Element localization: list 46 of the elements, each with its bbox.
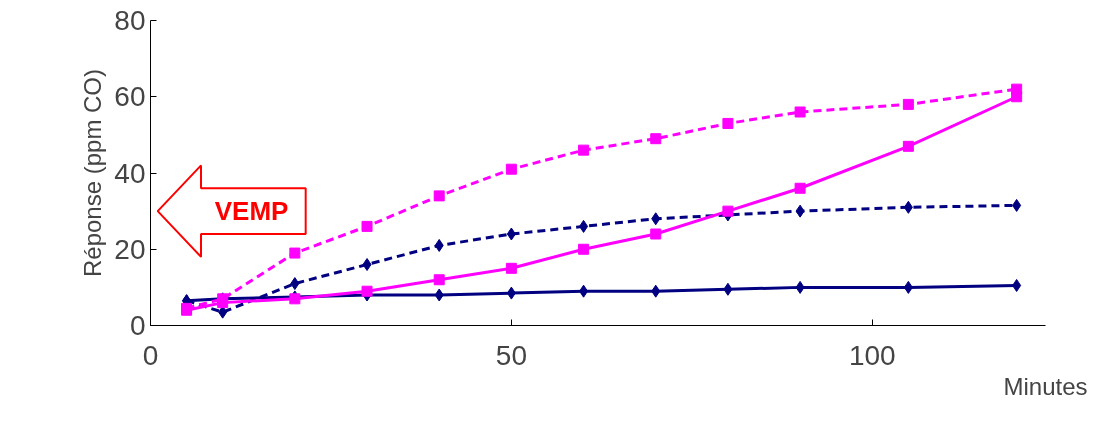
point <box>505 163 517 175</box>
point <box>578 144 590 156</box>
point <box>650 228 662 240</box>
point <box>1012 198 1022 212</box>
y-tick-label: 80 <box>114 5 146 36</box>
point <box>794 182 806 194</box>
point <box>902 98 914 110</box>
point <box>722 205 734 217</box>
point <box>795 204 805 218</box>
point <box>650 133 662 145</box>
point <box>361 285 373 297</box>
point <box>434 288 444 302</box>
point <box>433 274 445 286</box>
point <box>722 117 734 129</box>
point <box>794 106 806 118</box>
point <box>434 238 444 252</box>
x-tick-label: 100 <box>848 339 896 371</box>
point <box>1012 278 1022 292</box>
annotation: VEMP <box>214 196 289 227</box>
point <box>289 247 301 259</box>
point <box>579 219 589 233</box>
point <box>361 220 373 232</box>
y-tick-label: 20 <box>114 233 146 265</box>
point <box>1011 83 1023 95</box>
x-axis-title: Minutes <box>1003 372 1088 400</box>
point <box>651 212 661 226</box>
point <box>651 284 661 298</box>
point <box>218 305 228 319</box>
point <box>579 284 589 298</box>
point <box>578 243 590 255</box>
point <box>902 140 914 152</box>
point <box>505 262 517 274</box>
y-tick-label: 0 <box>129 310 146 341</box>
point <box>903 280 913 294</box>
y-axis-title: Réponse (ppm CO) <box>79 68 107 278</box>
point <box>362 258 372 271</box>
point <box>433 190 445 202</box>
point <box>903 200 913 214</box>
point <box>795 280 805 294</box>
x-tick-label: 50 <box>495 339 527 371</box>
point <box>723 282 733 296</box>
point <box>506 227 516 241</box>
point <box>506 286 516 300</box>
y-tick-label: 60 <box>114 81 146 113</box>
y-tick-label: 40 <box>114 157 146 189</box>
point <box>290 277 300 291</box>
